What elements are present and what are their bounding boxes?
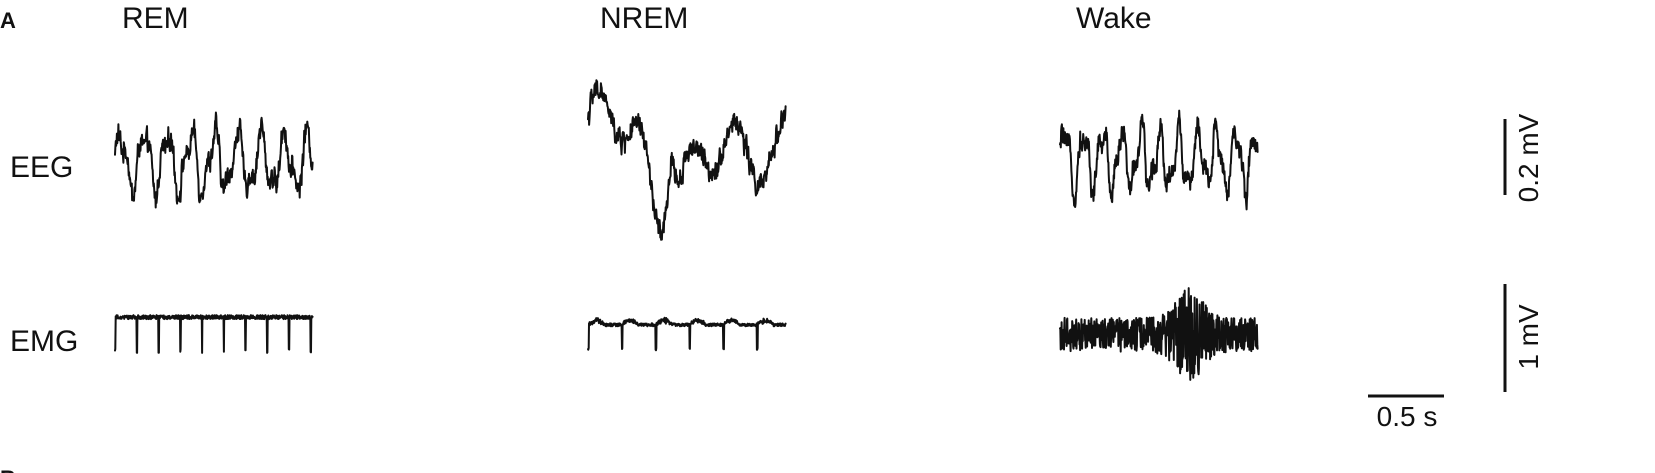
emg-trace-nrem (587, 316, 787, 352)
eeg-scale-label: 0.2 mV (1513, 113, 1544, 202)
state-title-nrem: NREM (600, 2, 688, 35)
state-title-wake: Wake (1076, 2, 1152, 35)
eeg-trace-rem (114, 111, 314, 209)
row-label-emg: EMG (10, 325, 78, 358)
panel-letter-b-partial: B (0, 466, 16, 473)
emg-trace-rem (114, 314, 314, 354)
state-title-rem: REM (122, 2, 189, 35)
emg-trace-wake (1059, 287, 1259, 381)
panel-letter-a: A (0, 8, 16, 33)
emg-scale-label: 1 mV (1513, 304, 1544, 370)
eeg-trace-nrem (587, 79, 787, 241)
row-label-eeg: EEG (10, 151, 73, 184)
time-scale-label: 0.5 s (1377, 401, 1438, 432)
eeg-trace-wake (1059, 109, 1259, 211)
